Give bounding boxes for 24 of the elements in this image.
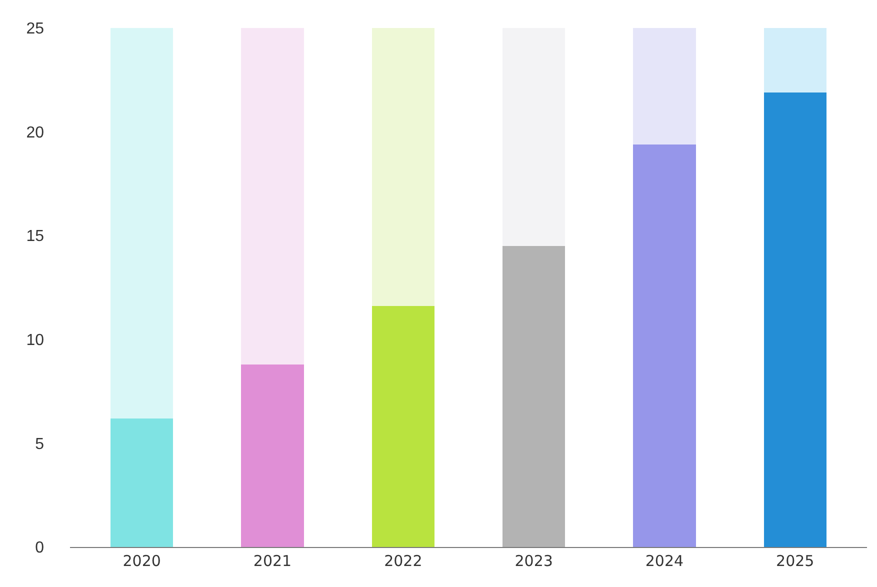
y-tick-label: 10 (26, 332, 44, 349)
bar (764, 92, 826, 547)
bar (372, 306, 435, 547)
y-tick-label: 25 (26, 20, 44, 38)
bar (764, 28, 826, 92)
y-tick-label: 5 (35, 436, 44, 453)
bar (502, 246, 566, 547)
x-tick-label: 2021 (253, 552, 292, 570)
bar (110, 418, 174, 547)
bar (372, 28, 435, 306)
x-tick-label: 2025 (776, 552, 814, 570)
x-tick-label: 2024 (645, 552, 684, 570)
x-tick-label: 2023 (514, 552, 553, 570)
bar (110, 28, 174, 418)
bar (241, 28, 304, 364)
bar (502, 28, 566, 246)
bar (633, 28, 696, 144)
bar (633, 144, 696, 547)
x-tick-label: 2022 (384, 552, 422, 570)
x-tick-label: 2020 (122, 552, 161, 570)
y-tick-label: 0 (35, 540, 44, 557)
y-tick-label: 20 (26, 124, 44, 142)
bar (241, 364, 304, 547)
y-tick-label: 15 (26, 228, 44, 246)
